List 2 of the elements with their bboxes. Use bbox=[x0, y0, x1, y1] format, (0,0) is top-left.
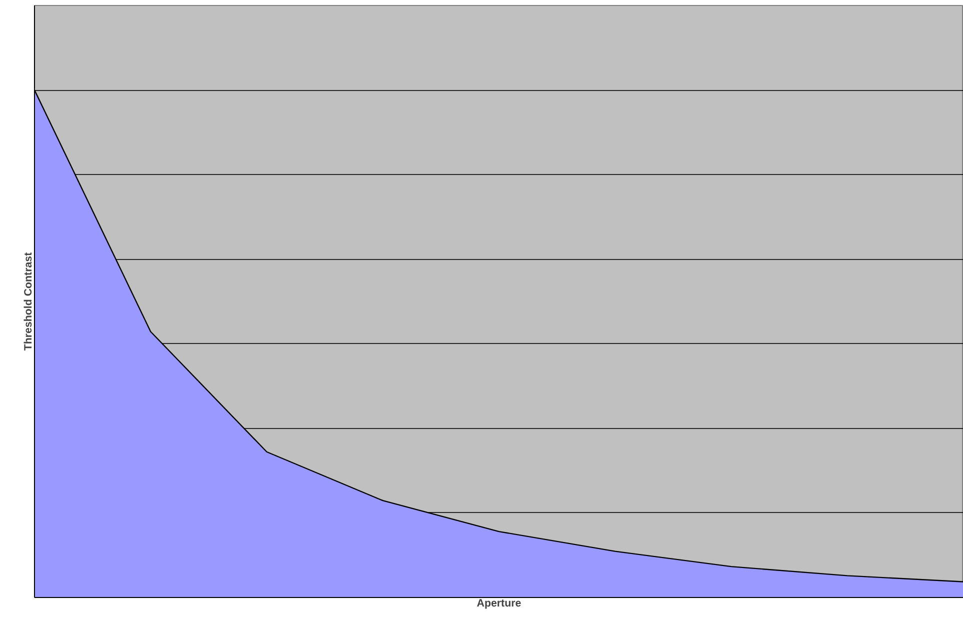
y-axis-title: Threshold Contrast bbox=[22, 252, 34, 351]
x-axis-title: Aperture bbox=[476, 598, 522, 610]
